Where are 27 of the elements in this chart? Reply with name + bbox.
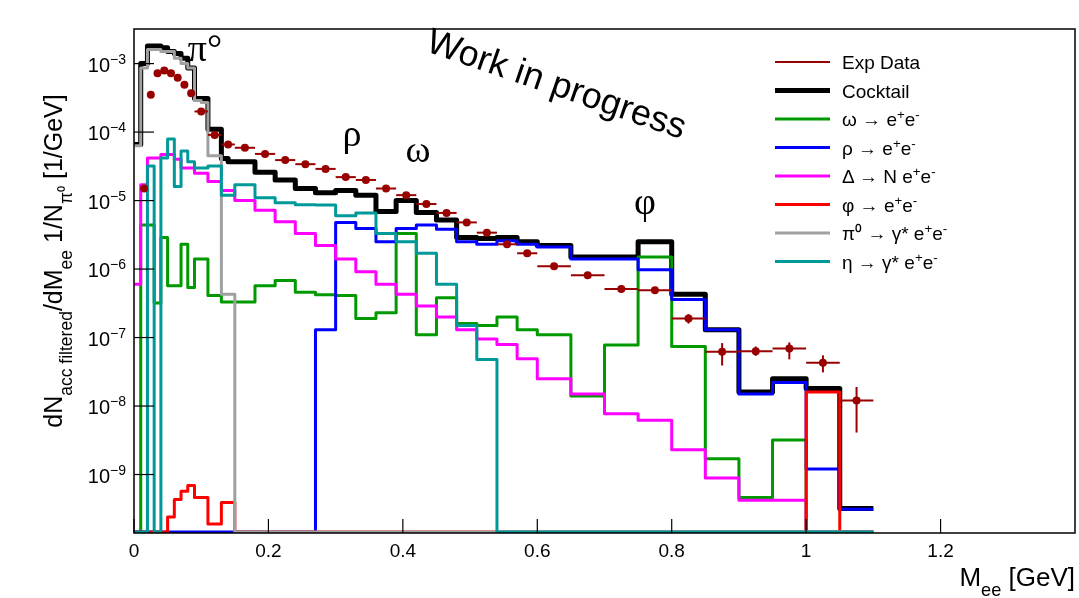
y-tick-label: 10$^{−6}$ [87, 256, 127, 282]
legend-label: ω → e$^{+}$e$^{-}$ [842, 106, 920, 130]
x-tick-label: 0.6 [524, 540, 551, 561]
x-tick-label: 0.2 [255, 540, 282, 561]
legend-label: φ → e$^{+}$e$^{-}$ [842, 192, 918, 216]
annotation: φ [634, 179, 656, 222]
legend-label: ρ → e$^{+}$e$^{-}$ [842, 135, 916, 159]
legend-label: Cocktail [842, 80, 910, 102]
legend-label: Exp Data [842, 52, 921, 73]
x-axis-title: M$_{ee}$ [GeV] [959, 562, 1075, 598]
y-tick-label: 10$^{−5}$ [87, 187, 127, 213]
x-tick-label: 0.8 [658, 540, 685, 561]
x-tick-label: 0.4 [389, 540, 417, 561]
annotation: π° [187, 26, 223, 69]
y-tick-label: 10$^{−4}$ [87, 119, 127, 145]
x-tick-label: 1 [800, 540, 812, 561]
y-tick-label: 10$^{−8}$ [87, 393, 127, 419]
y-tick-label: 10$^{−3}$ [87, 50, 127, 76]
legend-label: Δ → N e$^{+}$e$^{-}$ [842, 163, 936, 187]
legend-label: π⁰ → γ* e$^{+}$e$^{-}$ [842, 220, 948, 244]
y-tick-label: 10$^{−7}$ [87, 324, 127, 350]
y-tick-label: 10$^{−9}$ [87, 461, 127, 487]
annotation: ρ [342, 111, 362, 154]
annotation: ω [405, 127, 431, 170]
x-tick-label: 0 [128, 540, 140, 561]
legend-label: η → γ* e$^{+}$e$^{-}$ [842, 249, 938, 273]
x-tick-label: 1.2 [927, 540, 954, 561]
